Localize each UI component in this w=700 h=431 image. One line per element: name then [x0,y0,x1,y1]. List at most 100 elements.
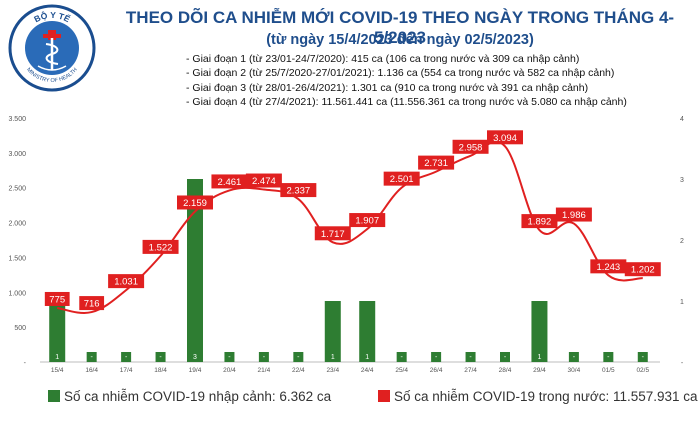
x-tick-label: 16/4 [85,367,98,374]
bar [258,352,269,362]
line-data-label: 1.031 [114,277,138,288]
x-tick-label: 22/4 [292,367,305,374]
line-data-label: 3.094 [493,133,517,144]
bar [86,352,97,362]
line-label-box [44,291,70,306]
y-left-tick-label: 3.000 [8,151,26,158]
stage-notes: - Giai đoạn 1 (từ 23/01-24/7/2020): 415 … [186,52,627,109]
bar [155,352,166,362]
bar [431,352,442,362]
bar-data-label: - [504,354,507,361]
chart-subtitle: (từ ngày 15/4/2023 đến ngày 02/5/2023) [266,32,534,48]
y-left-tick-label: 2.500 [8,186,26,193]
x-tick-label: 02/5 [636,367,649,374]
bar-data-label: - [573,354,576,361]
y-right-tick-label: - [681,360,684,367]
line-label-box [418,155,455,170]
line-label-box [452,139,489,154]
stage-note: - Giai đoạn 4 (từ 27/4/2021): 11.561.441… [186,95,627,108]
bar [359,301,376,362]
bar-data-label: 1 [365,354,369,361]
line-label-box [211,174,248,189]
x-tick-label: 23/4 [326,367,339,374]
line-label-box [245,173,282,188]
line-data-label: 775 [49,294,65,305]
line-data-label: 1.717 [321,229,345,240]
legend-swatch-bar [48,390,60,402]
bar-data-label: - [400,354,403,361]
stage-note: - Giai đoạn 2 (từ 25/7/2020-27/01/2021):… [186,67,615,80]
bar-data-label: - [642,354,645,361]
line-data-label: 1.202 [631,265,655,276]
line-data-label: 2.461 [218,177,242,188]
bar-data-label: 1 [331,354,335,361]
bar [531,301,548,362]
legend-item-imported: Số ca nhiễm COVID-19 nhập cảnh: 6.362 ca [48,386,331,406]
line-label-box [487,130,523,145]
y-left-tick-label: 500 [14,325,26,332]
x-tick-label: 30/4 [568,367,581,374]
legend-label-domestic: Số ca nhiễm COVID-19 trong nước: 11.557.… [394,388,698,404]
line-label-box [555,207,592,222]
line-label-box [624,262,661,277]
chart-bars: 1 - - - 3 - - - 1 1 - - - - 1 - - - [49,179,648,362]
stage-note: - Giai đoạn 1 (từ 23/01-24/7/2020): 415 … [186,53,580,65]
bar-data-label: - [263,354,266,361]
y-right-tick-label: 2 [680,238,684,245]
bar [568,352,579,362]
legend-swatch-line [378,390,390,402]
bar-data-label: - [297,354,300,361]
chart-axes: - 500 1.000 1.500 2.000 2.500 3.000 3.500 - 1 2 3 4 1… [8,116,684,374]
line-data-label: 2.731 [424,158,448,169]
x-tick-label: 27/4 [464,367,477,374]
bar-data-label: - [607,354,610,361]
bar [637,352,648,362]
bar [121,352,132,362]
line-label-box [590,259,627,274]
stage-note: - Giai đoạn 3 (từ 28/01-26/4/2021): 1.30… [186,81,589,94]
series-line-domestic [57,140,643,314]
chart-line [57,140,643,314]
bar-data-label: - [125,354,128,361]
bar-data-label: - [90,354,93,361]
line-label-box [142,239,179,254]
y-right-tick-label: 1 [680,299,684,306]
y-left-tick-label: 1.500 [8,255,26,262]
line-label-box [177,195,213,210]
line-label-box [521,214,558,229]
line-data-label: 1.892 [528,217,552,228]
line-data-label: 1.907 [355,216,379,227]
line-data-label: 1.522 [149,242,173,253]
y-left-tick-label: - [24,360,27,367]
line-data-label: 2.159 [183,198,207,209]
x-tick-label: 20/4 [223,367,236,374]
x-tick-label: 24/4 [361,367,374,374]
bar [324,301,341,362]
bar [396,352,407,362]
line-label-box [349,213,386,228]
bar-data-label: - [435,354,438,361]
x-tick-label: 18/4 [154,367,167,374]
x-tick-label: 21/4 [258,367,271,374]
x-tick-label: 19/4 [189,367,202,374]
y-left-tick-label: 2.000 [8,221,26,228]
chart-title: THEO DÕI CA NHIỄM MỚI COVID-19 THEO NGÀY… [125,8,675,47]
y-left-tick-label: 1.000 [8,290,26,297]
x-tick-label: 25/4 [395,367,408,374]
x-tick-label: 29/4 [533,367,546,374]
line-label-box [108,274,145,289]
line-data-label: 1.986 [562,210,586,221]
logo-text-top: BỘ Y TẾ [32,9,72,24]
ministry-logo: BỘ Y TẾ MINISTRY OF HEALTH [8,4,96,92]
y-left-tick-label: 3.500 [8,116,26,123]
bar-data-label: - [159,354,162,361]
bar-data-label: - [469,354,472,361]
x-tick-label: 15/4 [51,367,64,374]
y-right-tick-label: 3 [680,177,684,184]
line-data-label: 2.958 [459,142,483,153]
bar-data-label: 3 [193,354,197,361]
bar [465,352,476,362]
legend-label-imported: Số ca nhiễm COVID-19 nhập cảnh: 6.362 ca [64,388,332,404]
bar [49,301,66,362]
bar [500,352,510,362]
